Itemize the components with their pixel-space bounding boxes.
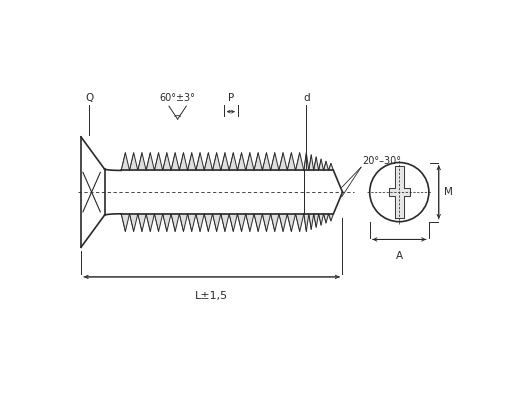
Polygon shape: [138, 214, 146, 232]
Polygon shape: [324, 214, 328, 223]
Polygon shape: [180, 153, 188, 170]
Text: A: A: [396, 251, 403, 261]
Polygon shape: [271, 214, 279, 232]
Polygon shape: [246, 214, 254, 232]
Polygon shape: [204, 214, 212, 232]
Text: L±1,5: L±1,5: [195, 291, 228, 301]
Polygon shape: [138, 153, 146, 170]
Polygon shape: [295, 153, 304, 170]
Polygon shape: [313, 157, 319, 170]
Polygon shape: [287, 153, 295, 170]
Polygon shape: [319, 159, 324, 170]
Polygon shape: [129, 153, 138, 170]
Text: M: M: [444, 187, 453, 197]
Polygon shape: [279, 214, 287, 232]
Polygon shape: [163, 153, 171, 170]
Polygon shape: [154, 153, 163, 170]
Polygon shape: [229, 153, 238, 170]
Polygon shape: [271, 153, 279, 170]
Polygon shape: [221, 214, 229, 232]
Text: 20°–30°: 20°–30°: [362, 156, 401, 166]
Polygon shape: [229, 214, 238, 232]
Polygon shape: [309, 155, 313, 170]
Polygon shape: [313, 214, 319, 227]
Polygon shape: [146, 153, 154, 170]
Polygon shape: [328, 163, 333, 170]
Polygon shape: [146, 214, 154, 232]
Polygon shape: [324, 161, 328, 170]
Polygon shape: [171, 214, 180, 232]
Polygon shape: [171, 153, 180, 170]
Polygon shape: [309, 214, 313, 230]
Polygon shape: [389, 166, 409, 218]
Polygon shape: [262, 214, 271, 232]
Polygon shape: [279, 153, 287, 170]
Polygon shape: [304, 214, 309, 232]
Polygon shape: [295, 214, 304, 232]
Text: d: d: [304, 93, 310, 103]
Polygon shape: [221, 153, 229, 170]
Polygon shape: [212, 153, 221, 170]
Polygon shape: [154, 214, 163, 232]
Polygon shape: [254, 214, 262, 232]
Polygon shape: [121, 214, 129, 232]
Polygon shape: [287, 214, 295, 232]
Polygon shape: [238, 214, 246, 232]
Polygon shape: [319, 214, 324, 225]
Polygon shape: [163, 214, 171, 232]
Text: 60°±3°: 60°±3°: [160, 93, 195, 103]
Polygon shape: [180, 214, 188, 232]
Text: P: P: [228, 93, 234, 103]
Polygon shape: [328, 214, 333, 221]
Polygon shape: [121, 153, 129, 170]
Polygon shape: [238, 153, 246, 170]
Polygon shape: [212, 214, 221, 232]
Polygon shape: [196, 214, 204, 232]
Polygon shape: [129, 214, 138, 232]
Polygon shape: [254, 153, 262, 170]
Polygon shape: [262, 153, 271, 170]
Polygon shape: [304, 153, 309, 170]
Polygon shape: [196, 153, 204, 170]
Text: Q: Q: [85, 93, 93, 103]
Polygon shape: [246, 153, 254, 170]
Polygon shape: [188, 214, 196, 232]
Polygon shape: [204, 153, 212, 170]
Polygon shape: [188, 153, 196, 170]
